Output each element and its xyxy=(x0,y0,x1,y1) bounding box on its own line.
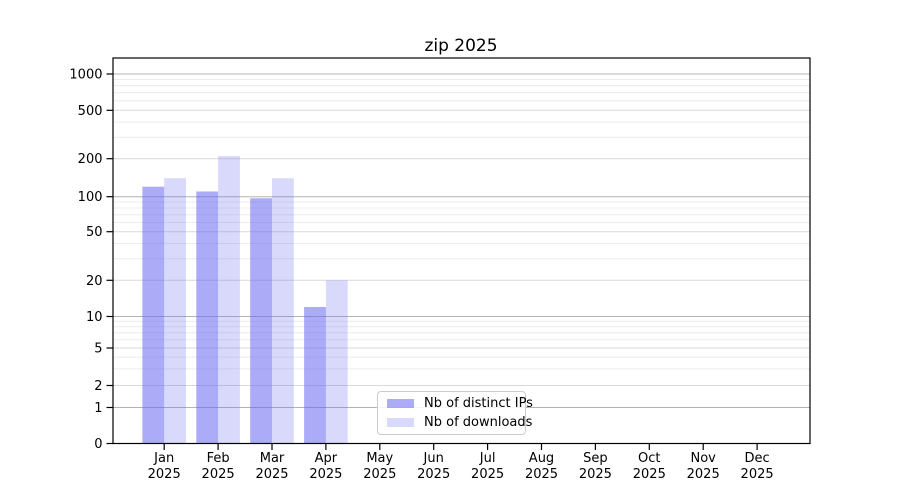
y-tick-label-2: 2 xyxy=(94,379,102,394)
x-tick-label-sep: Sep 2025 xyxy=(579,451,612,482)
x-tick-label-jul: Jul 2025 xyxy=(471,451,504,482)
x-tick-label-feb: Feb 2025 xyxy=(202,451,235,482)
x-tick-label-jun: Jun 2025 xyxy=(417,451,450,482)
bar-apr-downloads xyxy=(325,280,348,444)
bar-mar-downloads xyxy=(272,178,294,444)
x-tick-label-nov: Nov 2025 xyxy=(687,451,720,482)
bar-apr-distinct-ips xyxy=(304,306,326,444)
legend-label-downloads: Nb of downloads xyxy=(424,415,533,430)
x-tick-label-apr: Apr 2025 xyxy=(309,451,342,482)
x-tick-label-mar: Mar 2025 xyxy=(255,451,288,482)
y-tick-label-0: 0 xyxy=(94,437,102,452)
gridlines xyxy=(113,73,810,408)
bar-jan-downloads xyxy=(164,178,186,444)
bar-feb-distinct-ips xyxy=(196,191,219,444)
legend-swatch-downloads xyxy=(387,418,414,427)
chart-title: zip 2025 xyxy=(424,36,497,56)
legend-item-downloads: Nb of downloads xyxy=(387,415,532,430)
x-tick-label-may: May 2025 xyxy=(363,451,396,482)
legend-label-distinct-ips: Nb of distinct IPs xyxy=(424,396,533,411)
y-tick-label-10: 10 xyxy=(86,310,103,325)
legend: Nb of distinct IPs Nb of downloads xyxy=(377,391,533,435)
legend-item-distinct-ips: Nb of distinct IPs xyxy=(387,396,533,411)
y-tick-label-200: 200 xyxy=(78,152,103,167)
y-tick-label-1000: 1000 xyxy=(69,68,102,83)
x-tick-label-dec: Dec 2025 xyxy=(741,451,774,482)
y-tick-label-100: 100 xyxy=(78,190,103,205)
axis-ticks-and-labels: 0 1 2 5 10 20 50 100 200 500 1000 Jan 2025 Feb 2025 Mar… xyxy=(69,68,773,483)
x-tick-label-jan: Jan 2025 xyxy=(148,451,181,482)
bar-feb-downloads xyxy=(218,156,240,444)
legend-swatch-distinct-ips xyxy=(387,399,414,408)
y-tick-label-5: 5 xyxy=(94,342,102,357)
bars xyxy=(142,156,348,444)
x-tick-label-aug: Aug 2025 xyxy=(525,451,558,482)
y-tick-label-50: 50 xyxy=(86,225,103,240)
y-tick-label-1: 1 xyxy=(94,401,102,416)
plot-border xyxy=(112,57,811,445)
plot-frame xyxy=(112,57,811,445)
y-tick-label-20: 20 xyxy=(86,274,103,289)
bar-jan-distinct-ips xyxy=(142,186,165,444)
bar-mar-distinct-ips xyxy=(250,198,272,444)
y-tick-label-500: 500 xyxy=(78,104,103,119)
x-tick-label-oct: Oct 2025 xyxy=(633,451,666,482)
